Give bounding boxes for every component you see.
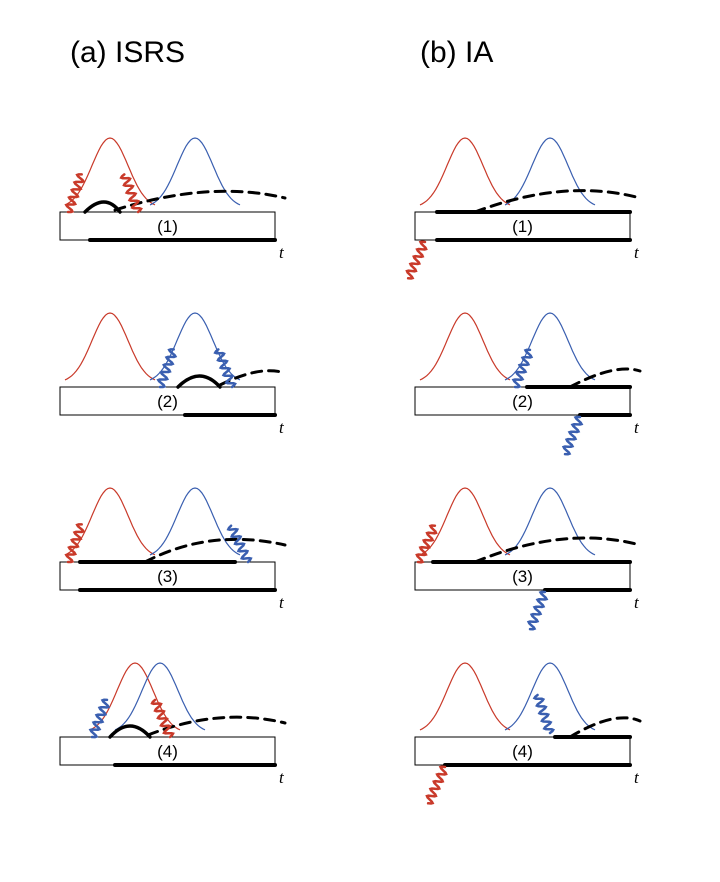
panel-label: (2) (157, 392, 178, 411)
svg-text:(b) IA: (b) IA (420, 36, 493, 69)
blue-photon-squiggle (564, 417, 582, 454)
column-title-ia: (b) IA (420, 36, 493, 69)
panel-isrs-2: (2) t (60, 313, 285, 437)
red-photon-squiggle (66, 524, 83, 562)
vertex-hump (110, 726, 150, 737)
blue-photon-squiggle (91, 700, 109, 737)
blue-photon-squiggle (535, 695, 554, 733)
panel-isrs-1: (1) t (60, 138, 285, 262)
vertex-hump (178, 376, 220, 387)
blue-pulse (505, 663, 595, 730)
panel-label: (3) (157, 567, 178, 586)
panel-label: (4) (512, 742, 533, 761)
red-pulse (420, 663, 510, 730)
panel-label: (3) (512, 567, 533, 586)
red-photon-squiggle (427, 767, 446, 804)
red-photon-squiggle (66, 174, 83, 212)
time-axis-label: t (279, 593, 285, 612)
panel-ia-4: (4) t (415, 663, 640, 804)
panel-isrs-4: (4) t (60, 663, 285, 787)
panel-label: (2) (512, 392, 533, 411)
svg-text:(a) ISRS: (a) ISRS (70, 36, 185, 69)
panel-ia-1: (1) t (407, 138, 640, 279)
column-title-isrs: (a) ISRS (70, 36, 185, 69)
time-axis-label: t (279, 243, 285, 262)
time-axis-label: t (279, 418, 285, 437)
red-pulse (65, 488, 155, 555)
blue-photon-squiggle (514, 350, 532, 387)
phonon-dash (115, 191, 285, 210)
time-axis-label: t (634, 243, 640, 262)
blue-photon-squiggle (228, 526, 251, 562)
blue-pulse (505, 488, 595, 555)
phonon-dash (570, 369, 640, 387)
phonon-dash (145, 539, 285, 562)
time-axis-label: t (634, 418, 640, 437)
panel-label: (1) (512, 217, 533, 236)
blue-pulse (505, 138, 595, 205)
panel-label: (1) (157, 217, 178, 236)
phonon-dash (475, 191, 640, 212)
red-pulse (65, 138, 155, 205)
blue-photon-squiggle (158, 349, 175, 387)
red-pulse (65, 313, 155, 380)
blue-photon-squiggle (529, 592, 547, 629)
time-axis-label: t (279, 768, 285, 787)
panel-label: (4) (157, 742, 178, 761)
blue-pulse (150, 313, 240, 380)
red-pulse (420, 488, 510, 555)
blue-pulse (150, 138, 240, 205)
time-axis-label: t (634, 768, 640, 787)
phonon-dash (475, 538, 640, 562)
time-axis-label: t (634, 593, 640, 612)
panel-isrs-3: (3) t (60, 488, 285, 612)
blue-pulse (505, 313, 595, 380)
red-pulse (420, 313, 510, 380)
blue-pulse (115, 663, 205, 730)
red-pulse (420, 138, 510, 205)
panel-ia-3: (3) t (415, 488, 640, 629)
figure-canvas: (a) ISRS(b) IA(1)t(2)t(3)t(4)t(1)t(2)t(3… (0, 0, 720, 882)
phonon-dash (570, 718, 640, 737)
red-photon-squiggle (407, 242, 426, 279)
panel-ia-2: (2) t (415, 313, 640, 454)
